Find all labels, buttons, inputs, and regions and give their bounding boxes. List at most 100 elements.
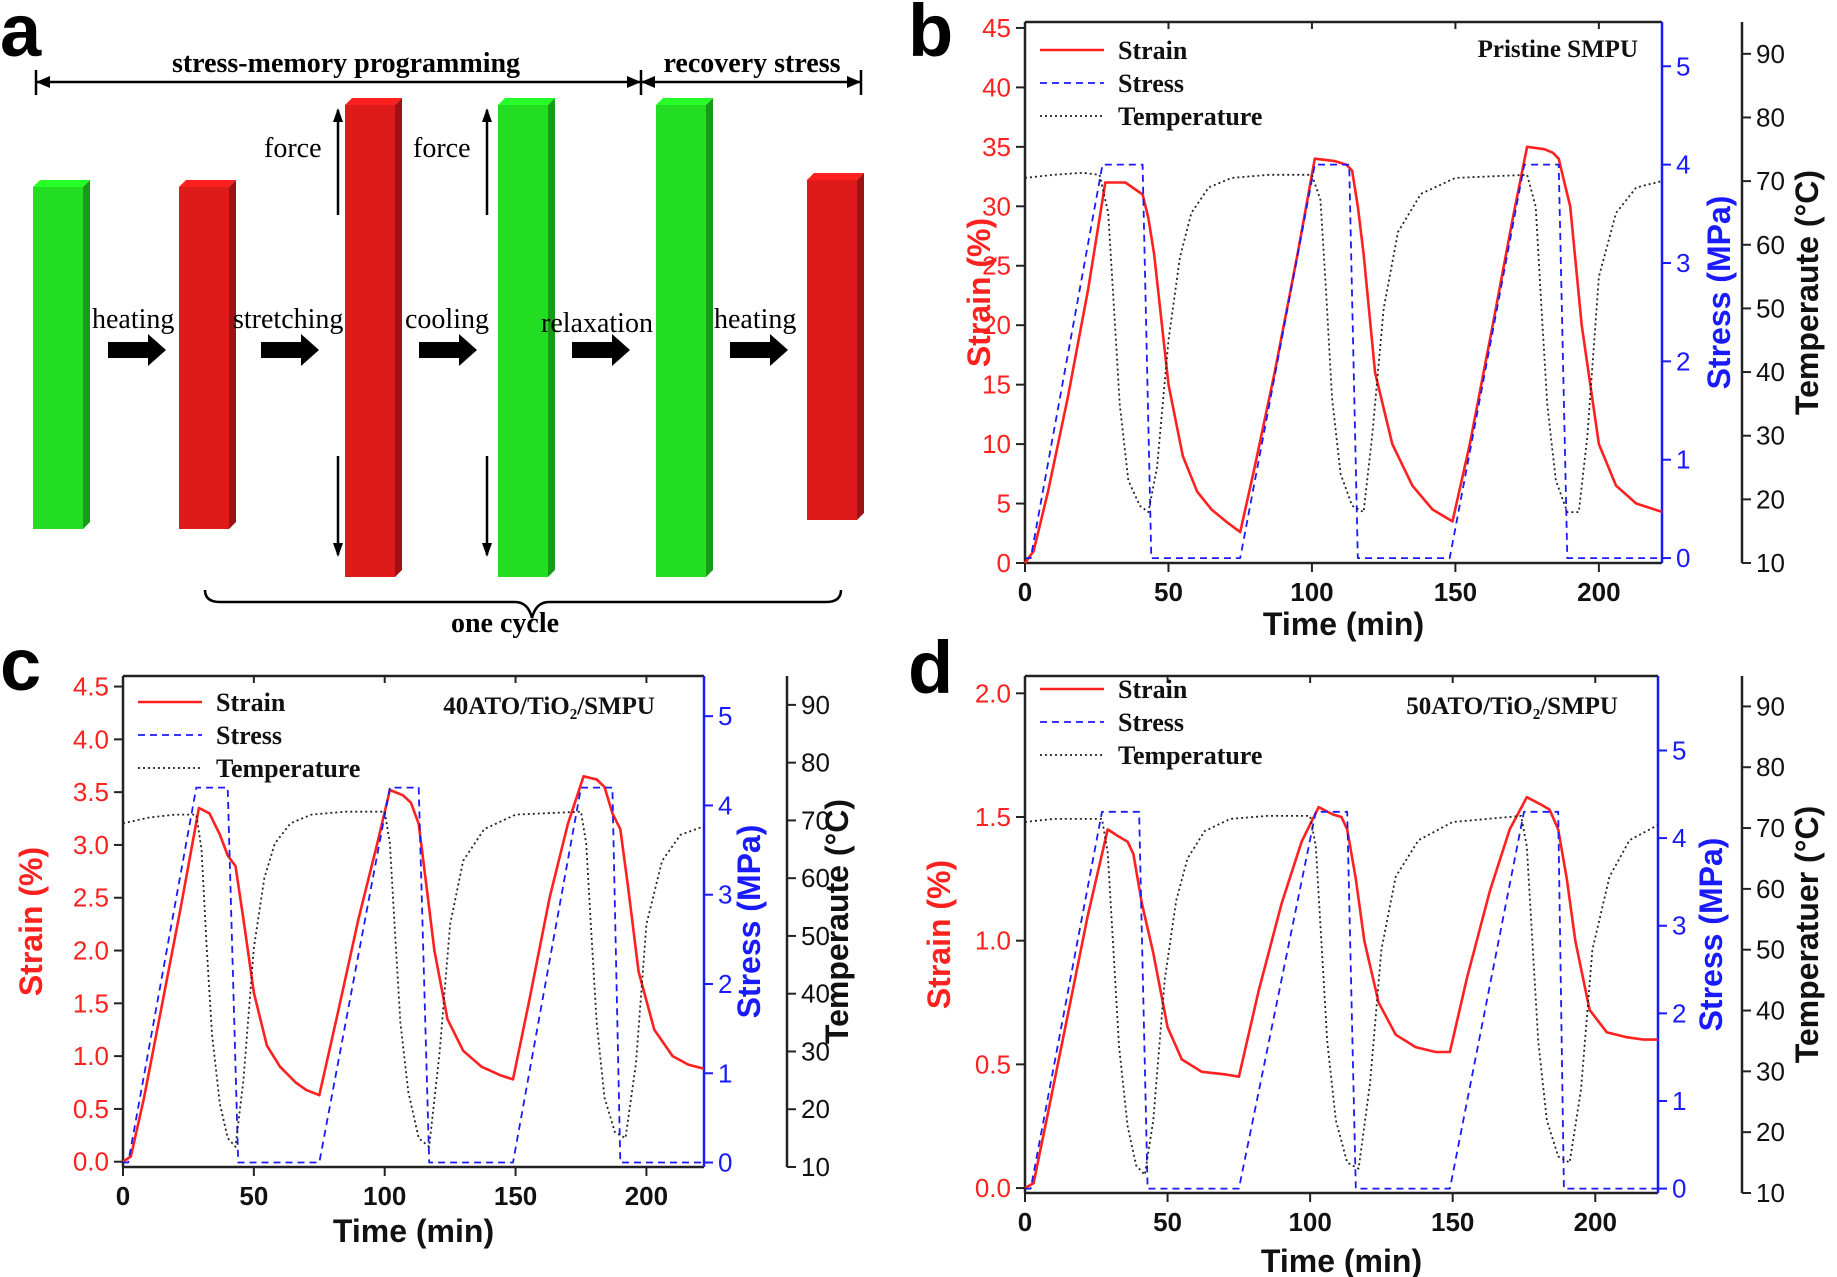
bar-side — [229, 180, 236, 529]
panel-label-a: a — [0, 0, 42, 72]
temperature-tick-label: 30 — [1756, 421, 1785, 451]
arrowhead — [482, 543, 492, 557]
strain-tick-label: 0 — [997, 548, 1011, 578]
stretched-green-bar — [498, 98, 555, 577]
legend-label-strain: Strain — [1118, 36, 1188, 65]
stress-tick-label: 5 — [1672, 735, 1686, 765]
arrowhead — [333, 108, 343, 122]
temperature-tick-label: 10 — [801, 1152, 830, 1182]
cycle-brace — [203, 589, 843, 619]
force-label: force — [264, 133, 322, 164]
x-tick-label: 150 — [1431, 1207, 1474, 1237]
strain-tick-label: 2.5 — [73, 883, 109, 913]
programmed-green-bar — [656, 98, 713, 577]
green-bar — [33, 180, 90, 529]
temperature-tick-label: 80 — [1756, 102, 1785, 132]
stress-tick-label: 0 — [1676, 543, 1690, 573]
stress-tick-label: 4 — [1676, 150, 1690, 180]
panel-label-b: b — [908, 0, 953, 72]
x-tick-label: 0 — [1018, 577, 1032, 607]
stretched-red-bar — [345, 98, 402, 577]
step-label-cooling: cooling — [405, 304, 489, 335]
strain-tick-label: 15 — [982, 370, 1011, 400]
stress-tick-label: 3 — [1676, 248, 1690, 278]
stress-tick-label: 2 — [1676, 346, 1690, 376]
strain-axis-title: Strain (%) — [961, 218, 997, 367]
stress-tick-label: 2 — [718, 969, 732, 999]
bracket-arrowhead — [36, 76, 50, 88]
bar-side — [857, 173, 864, 520]
stress-tick-label: 5 — [718, 701, 732, 731]
strain-tick-label: 1.0 — [73, 1041, 109, 1071]
bar-front — [656, 105, 706, 577]
temperature-tick-label: 80 — [801, 748, 830, 778]
strain-tick-label: 3.5 — [73, 777, 109, 807]
temperature-tick-label: 80 — [1756, 752, 1785, 782]
stress-axis-title: Stress (MPa) — [731, 825, 767, 1019]
series-temperature-line — [1024, 171, 1663, 513]
sample-annotation: 50ATO/TiO₂/SMPU — [1406, 693, 1618, 720]
stress-axis-title: Stress (MPa) — [1701, 196, 1737, 390]
strain-tick-label: 20 — [982, 310, 1011, 340]
legend-label-temperature: Temperature — [1118, 741, 1262, 770]
schematic-panel-a: stress-memory programming recovery stres… — [33, 48, 864, 639]
bar-top — [807, 173, 864, 180]
temperature-tick-label: 90 — [1756, 39, 1785, 69]
x-tick-label: 150 — [1434, 577, 1477, 607]
stress-axis-title: Stress (MPa) — [1693, 838, 1729, 1032]
legend-label-stress: Stress — [1118, 69, 1184, 98]
legend-label-strain: Strain — [216, 688, 286, 717]
step-label-heating: heating — [92, 304, 174, 335]
right-arrow-icon — [419, 334, 477, 366]
strain-axis-title: Strain (%) — [13, 847, 49, 996]
x-tick-label: 0 — [1018, 1207, 1032, 1237]
strain-tick-label: 0.0 — [73, 1147, 109, 1177]
strain-tick-label: 0.0 — [975, 1173, 1011, 1203]
strain-tick-label: 3.0 — [73, 830, 109, 860]
arrowhead — [333, 543, 343, 557]
arrowhead — [482, 108, 492, 122]
legend-label-strain: Strain — [1118, 675, 1188, 704]
temperature-tick-label: 60 — [801, 863, 830, 893]
strain-tick-label: 1.5 — [975, 802, 1011, 832]
temperature-axis-title: Temperaute (°C) — [819, 799, 855, 1044]
bar-front — [345, 105, 395, 577]
x-tick-label: 50 — [239, 1181, 268, 1211]
legend-label-stress: Stress — [1118, 708, 1184, 737]
bracket-arrowhead — [641, 76, 655, 88]
bar-front — [807, 180, 857, 520]
strain-tick-label: 30 — [982, 191, 1011, 221]
x-tick-label: 200 — [1574, 1207, 1617, 1237]
stress-tick-label: 0 — [1672, 1174, 1686, 1204]
temperature-tick-label: 70 — [801, 805, 830, 835]
x-tick-label: 0 — [116, 1181, 130, 1211]
temperature-tick-label: 50 — [801, 921, 830, 951]
bar-side — [395, 98, 402, 577]
series-temperature-line — [122, 810, 705, 1148]
series-stress-line — [123, 786, 704, 1164]
strain-tick-label: 1.5 — [73, 988, 109, 1018]
stress-tick-label: 3 — [718, 880, 732, 910]
x-tick-label: 100 — [1290, 577, 1333, 607]
x-axis-title: Time (min) — [1263, 606, 1424, 642]
temperature-tick-label: 20 — [1756, 484, 1785, 514]
temperature-tick-label: 10 — [1756, 1178, 1785, 1208]
cycle-label: one cycle — [451, 608, 559, 639]
bar-top — [33, 180, 90, 187]
temperature-tick-label: 20 — [1756, 1117, 1785, 1147]
strain-tick-label: 5 — [997, 489, 1011, 519]
x-axis-title: Time (min) — [1261, 1243, 1422, 1277]
legend-label-stress: Stress — [216, 721, 282, 750]
right-arrow-icon — [730, 334, 788, 366]
panel-label-d: d — [908, 626, 953, 709]
programming-label: stress-memory programming — [172, 48, 520, 79]
series-stress-line — [1025, 810, 1658, 1190]
temperature-tick-label: 30 — [1756, 1056, 1785, 1086]
bar-top — [498, 98, 555, 105]
stress-tick-label: 1 — [1672, 1086, 1686, 1116]
strain-tick-label: 0.5 — [73, 1094, 109, 1124]
series-strain-line — [122, 775, 705, 1163]
strain-axis-title: Strain (%) — [921, 860, 957, 1009]
bar-side — [548, 98, 555, 577]
strain-tick-label: 4.5 — [73, 672, 109, 702]
